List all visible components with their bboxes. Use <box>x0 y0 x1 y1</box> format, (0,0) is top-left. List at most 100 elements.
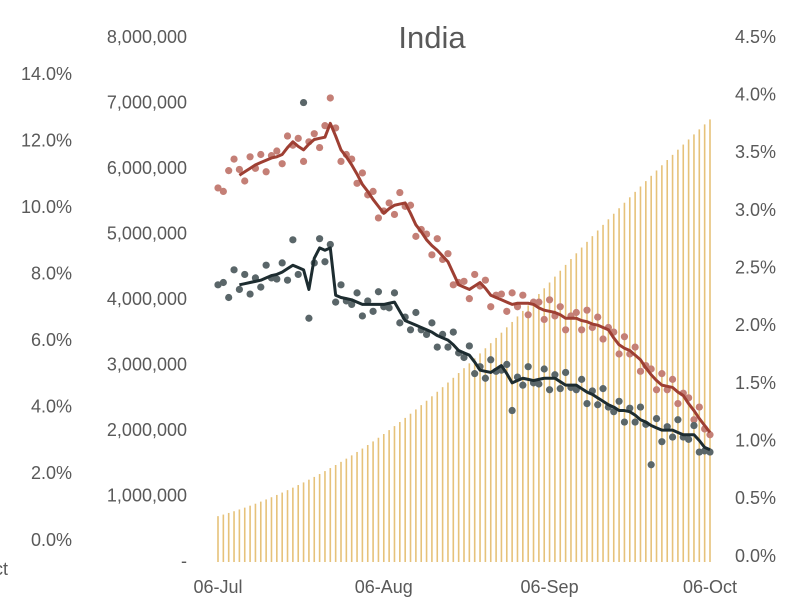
bar <box>527 305 529 562</box>
y-tick-label: 2,000,000 <box>107 420 187 440</box>
dot <box>390 210 399 219</box>
y3-tick-label: 12.0% <box>21 130 72 150</box>
y3-tick-label: 2.0% <box>31 463 72 483</box>
line <box>239 246 711 452</box>
dot <box>283 276 292 284</box>
bar <box>441 387 444 562</box>
bar <box>393 426 396 562</box>
bar <box>302 482 305 562</box>
bar <box>334 464 337 562</box>
dot <box>620 418 629 426</box>
bar <box>404 417 406 562</box>
dot <box>385 304 393 312</box>
dot <box>326 240 334 249</box>
dot <box>471 370 479 378</box>
bar <box>270 497 273 562</box>
dot <box>652 415 661 423</box>
dot <box>225 167 233 175</box>
dot <box>594 401 602 409</box>
dot <box>310 130 318 138</box>
dot <box>647 461 655 469</box>
dot <box>556 385 564 393</box>
bar <box>612 213 615 562</box>
bar <box>538 294 540 562</box>
dot <box>636 403 645 411</box>
bar <box>687 139 690 562</box>
dot <box>508 289 516 297</box>
dot <box>241 177 249 185</box>
dot <box>562 326 570 334</box>
dot <box>519 291 527 299</box>
bar <box>377 437 380 562</box>
dot <box>551 371 559 379</box>
dot <box>524 311 532 319</box>
dot <box>685 435 693 443</box>
bar <box>671 154 674 563</box>
bar <box>350 455 353 562</box>
dot <box>652 386 661 394</box>
dot <box>594 313 602 321</box>
dot <box>524 363 532 371</box>
bar <box>399 422 401 562</box>
dot <box>257 283 265 291</box>
bar <box>698 129 701 562</box>
bar <box>564 264 567 562</box>
dot <box>695 403 703 411</box>
bar <box>286 490 289 562</box>
dot <box>631 343 639 351</box>
dot <box>332 298 340 306</box>
dot <box>369 307 377 315</box>
y3-tick-label: 6.0% <box>31 330 72 350</box>
dot <box>289 236 297 244</box>
dot <box>615 350 623 358</box>
dot <box>460 353 468 362</box>
bar <box>345 458 348 562</box>
dot <box>545 296 554 304</box>
bar <box>511 321 513 562</box>
dot <box>364 297 372 305</box>
bar <box>516 316 519 562</box>
dot <box>583 306 591 314</box>
dot <box>695 448 703 456</box>
y3-tick-label: 4.0% <box>31 397 72 417</box>
bar <box>666 160 669 563</box>
dot <box>348 300 356 309</box>
y3-tick-label: 0.0% <box>31 530 72 550</box>
bar <box>259 501 262 562</box>
y-tick-label: - <box>181 551 187 571</box>
dot <box>406 326 415 334</box>
x-tick-label: 06-Sep <box>521 577 579 597</box>
dot <box>503 360 511 368</box>
y-tick-label: 4,000,000 <box>107 289 187 309</box>
bar <box>329 468 332 562</box>
dot <box>374 288 383 296</box>
y2-tick-label: 3.5% <box>735 142 776 162</box>
dot <box>257 150 265 159</box>
bar <box>361 448 364 562</box>
dot <box>321 258 329 266</box>
annotation: ct <box>0 559 8 579</box>
dot <box>572 308 580 317</box>
dot <box>674 416 682 424</box>
dot <box>246 153 254 161</box>
bar <box>634 191 636 562</box>
bar <box>607 219 610 562</box>
bar <box>457 373 460 562</box>
y3-tick-label: 8.0% <box>31 263 72 283</box>
bar <box>447 382 449 562</box>
dot <box>230 266 238 274</box>
dot <box>481 276 489 284</box>
bar <box>366 445 369 562</box>
dot <box>353 289 361 297</box>
dot <box>540 365 548 373</box>
bar <box>618 208 620 562</box>
bar <box>265 499 267 562</box>
bar <box>425 400 428 562</box>
dot <box>583 400 591 408</box>
dot <box>225 293 233 302</box>
bar <box>677 149 679 563</box>
bar <box>356 451 358 562</box>
dot <box>219 187 227 195</box>
y2-tick-label: 1.5% <box>735 373 776 393</box>
bar <box>308 479 310 562</box>
